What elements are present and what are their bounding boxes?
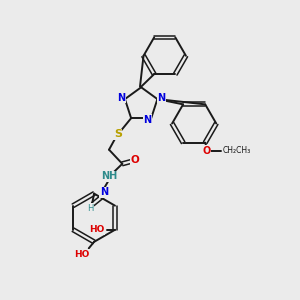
Text: N: N [117, 93, 125, 103]
Text: CH₂CH₃: CH₂CH₃ [223, 146, 251, 155]
Text: H: H [87, 204, 93, 213]
Text: O: O [202, 146, 211, 156]
Text: HO: HO [90, 225, 105, 234]
Text: NH: NH [101, 171, 117, 181]
Text: N: N [100, 188, 108, 197]
Text: N: N [157, 93, 165, 103]
Text: S: S [114, 129, 122, 140]
Text: O: O [130, 155, 139, 165]
Text: HO: HO [74, 250, 89, 259]
Text: N: N [143, 115, 152, 124]
